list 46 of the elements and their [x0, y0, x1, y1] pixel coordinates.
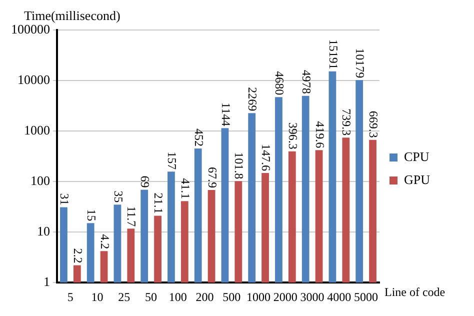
data-label: 147.6: [259, 144, 274, 172]
data-label: 419.6: [312, 121, 327, 148]
data-label: 10179: [353, 48, 368, 78]
data-label: 35: [111, 190, 126, 203]
data-label: 69: [138, 176, 152, 188]
legend-label: CPU: [404, 148, 430, 164]
x-tick-label: 3000: [300, 290, 324, 304]
y-tick-label: 100: [30, 172, 50, 188]
legend-label: GPU: [404, 172, 431, 187]
x-tick-label: 100: [168, 290, 187, 304]
data-label: 15: [84, 209, 98, 222]
x-tick-label: 200: [196, 290, 214, 304]
x-tick-label: 25: [118, 290, 130, 304]
data-label: 1144: [218, 102, 233, 126]
y-tick-label: 100000: [11, 21, 50, 36]
data-label: 452: [192, 128, 206, 146]
data-label: 67.9: [205, 167, 220, 188]
y-tick-label: 1000: [24, 122, 50, 138]
y-tick-label: 10000: [18, 72, 50, 87]
data-label: 21.1: [152, 192, 166, 214]
data-label: 4.2: [98, 234, 112, 250]
data-label: 101.8: [232, 152, 246, 180]
x-tick-label: 50: [145, 290, 158, 304]
x-tick-label: 2000: [273, 290, 298, 304]
data-label: 157: [165, 152, 180, 170]
data-label: 15191: [326, 39, 340, 70]
x-tick-label: 5000: [354, 290, 378, 304]
x-tick-label: 5: [67, 290, 74, 304]
x-tick-label: 10: [91, 290, 104, 304]
data-label: 396.3: [286, 122, 300, 150]
data-label: 11.7: [124, 206, 139, 227]
data-label: 739.3: [340, 108, 354, 136]
data-label: 669.3: [366, 110, 381, 138]
y-tick-label: 10: [37, 224, 50, 238]
x-tick-label: 500: [222, 290, 241, 304]
x-axis-title: Line of code: [384, 284, 446, 299]
data-label: 41.1: [178, 178, 192, 200]
data-label: 2.2: [71, 248, 85, 264]
data-label: 4680: [272, 71, 287, 96]
y-axis-title: Time(millisecond): [24, 8, 120, 23]
x-tick-label: 4000: [327, 290, 352, 304]
y-tick-label: 1: [44, 274, 50, 290]
data-label: 2269: [246, 87, 260, 112]
data-label: 4978: [299, 70, 314, 94]
x-tick-label: 1000: [246, 290, 271, 304]
data-label: 31: [58, 193, 72, 206]
